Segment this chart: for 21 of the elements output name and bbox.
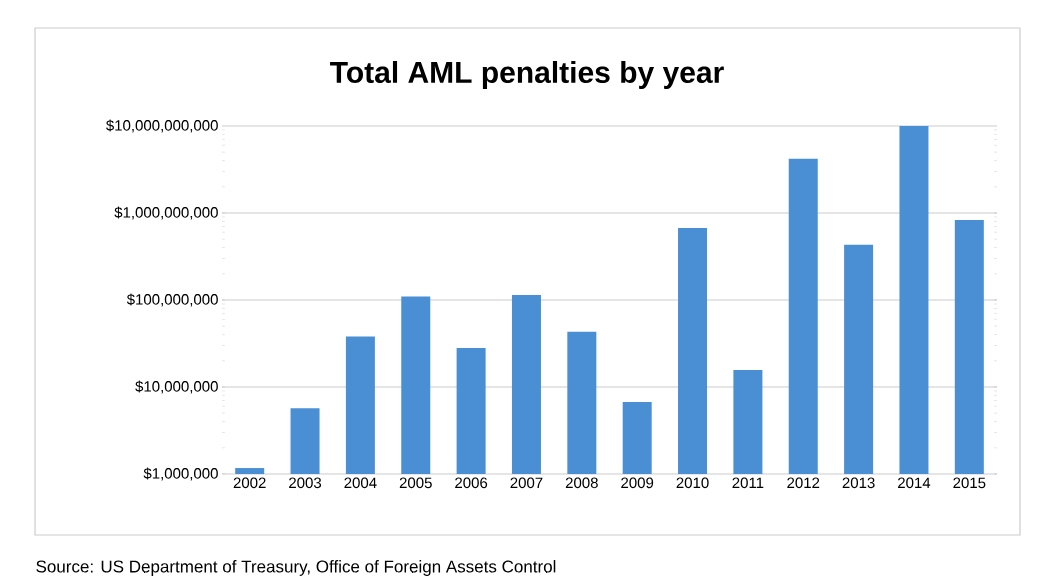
y-tick-label: $1,000,000,000 bbox=[114, 206, 218, 220]
x-tick-label: 2009 bbox=[621, 477, 654, 489]
x-tick-label: 2006 bbox=[455, 477, 488, 489]
y-tick-label: $10,000,000 bbox=[135, 380, 218, 394]
x-tick-label: 2012 bbox=[787, 477, 820, 489]
x-tick-label: 2005 bbox=[399, 477, 432, 489]
x-tick-label: 2011 bbox=[732, 477, 764, 489]
y-tick-label: $10,000,000,000 bbox=[106, 119, 218, 133]
x-tick-label: 2010 bbox=[676, 477, 709, 489]
chart-title: Total AML penalties by year bbox=[330, 61, 724, 89]
x-tick-label: 2015 bbox=[953, 477, 986, 489]
x-tick-label: 2003 bbox=[289, 477, 322, 489]
x-tick-label: 2004 bbox=[344, 477, 377, 489]
x-tick-label: 2008 bbox=[565, 477, 598, 489]
y-tick-label: $1,000,000 bbox=[143, 467, 218, 481]
x-tick-label: 2002 bbox=[233, 477, 266, 489]
source-note: Source: US Department of Treasury, Office of Foreign Assets Control bbox=[36, 560, 556, 576]
x-tick-label: 2007 bbox=[510, 477, 543, 489]
x-tick-label: 2013 bbox=[842, 477, 875, 489]
x-tick-label: 2014 bbox=[898, 477, 931, 489]
y-tick-label: $100,000,000 bbox=[126, 293, 218, 307]
